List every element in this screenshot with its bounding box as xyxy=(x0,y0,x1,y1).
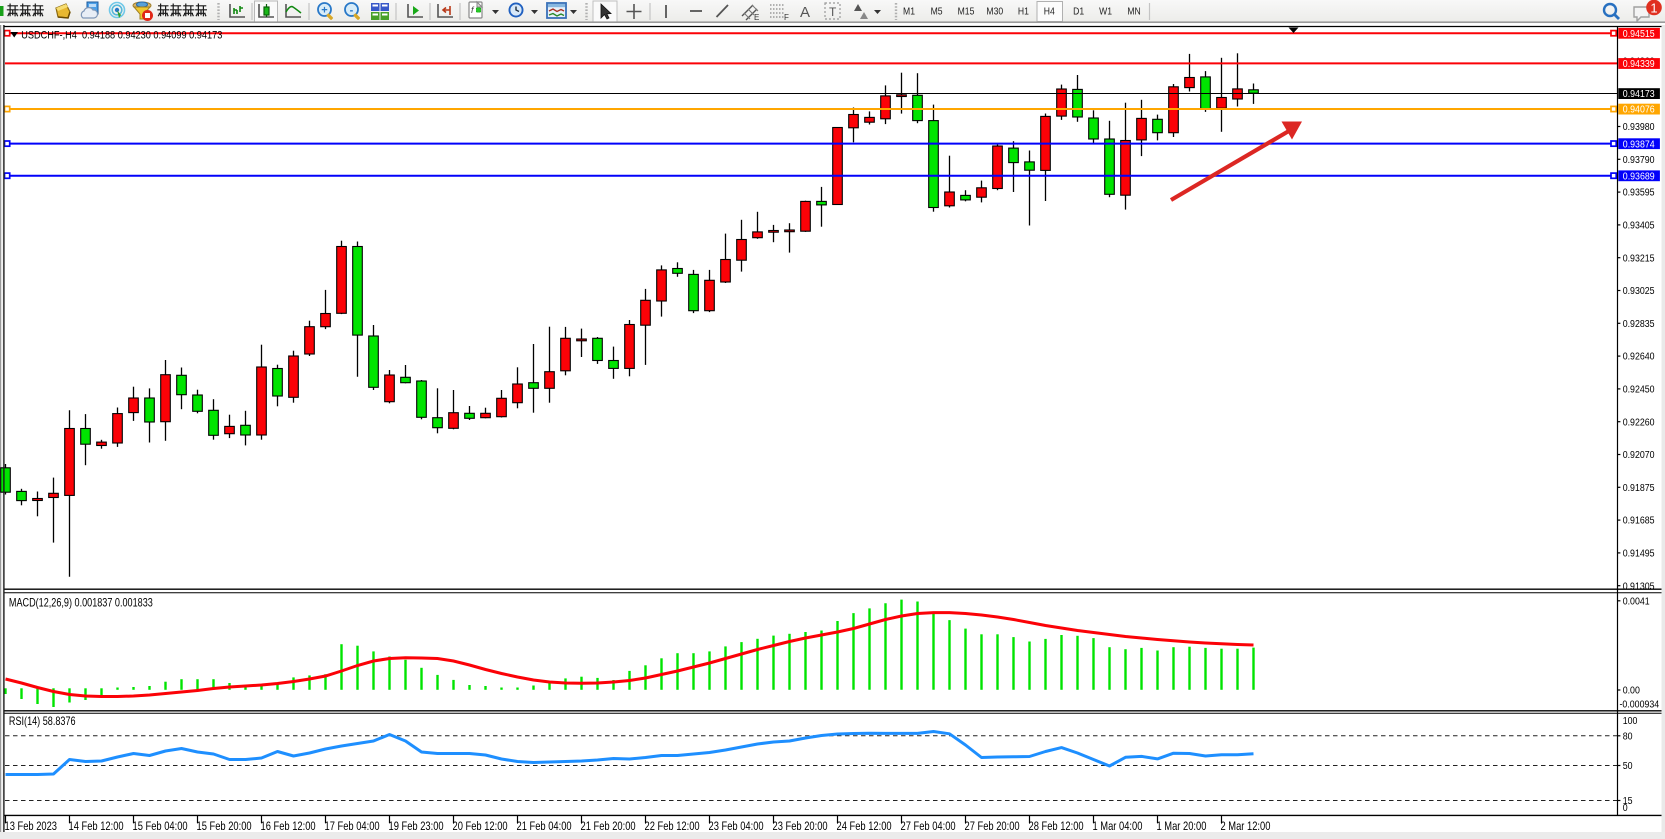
svg-text:1 Mar 20:00: 1 Mar 20:00 xyxy=(1157,820,1207,833)
svg-text:1 Mar 04:00: 1 Mar 04:00 xyxy=(1093,820,1143,833)
svg-text:M30: M30 xyxy=(986,6,1003,18)
svg-text:15: 15 xyxy=(1623,795,1633,807)
svg-text:15 Feb 04:00: 15 Feb 04:00 xyxy=(133,820,188,833)
svg-text:100: 100 xyxy=(1623,715,1638,727)
svg-text:21 Feb 20:00: 21 Feb 20:00 xyxy=(581,820,636,833)
svg-text:0.94173: 0.94173 xyxy=(1623,89,1655,101)
svg-text:23 Feb 04:00: 23 Feb 04:00 xyxy=(709,820,764,833)
svg-text:20 Feb 12:00: 20 Feb 12:00 xyxy=(453,820,508,833)
svg-text:0.92450: 0.92450 xyxy=(1623,384,1655,396)
svg-text:0.93790: 0.93790 xyxy=(1623,154,1655,166)
svg-text:0.93980: 0.93980 xyxy=(1623,121,1655,133)
svg-text:0.93405: 0.93405 xyxy=(1623,220,1655,232)
svg-text:24 Feb 12:00: 24 Feb 12:00 xyxy=(837,820,892,833)
svg-text:+: + xyxy=(321,5,327,17)
svg-text:19 Feb 23:00: 19 Feb 23:00 xyxy=(389,820,444,833)
svg-text:F: F xyxy=(784,13,789,22)
svg-text:27 Feb 20:00: 27 Feb 20:00 xyxy=(965,820,1020,833)
svg-text:14 Feb 12:00: 14 Feb 12:00 xyxy=(69,820,124,833)
svg-text:21 Feb 04:00: 21 Feb 04:00 xyxy=(517,820,572,833)
svg-text:H1: H1 xyxy=(1018,6,1029,18)
svg-text:W1: W1 xyxy=(1099,6,1112,18)
svg-text:0.93689: 0.93689 xyxy=(1623,171,1655,183)
svg-text:0.91875: 0.91875 xyxy=(1623,482,1655,494)
svg-text:0.92640: 0.92640 xyxy=(1623,351,1655,363)
svg-text:MN: MN xyxy=(1127,6,1140,18)
svg-text:A: A xyxy=(800,4,810,21)
svg-text:MACD(12,26,9) 0.001837 0.00183: MACD(12,26,9) 0.001837 0.001833 xyxy=(9,597,153,609)
svg-text:0.94515: 0.94515 xyxy=(1623,28,1655,40)
svg-text:16 Feb 12:00: 16 Feb 12:00 xyxy=(261,820,316,833)
svg-text:23 Feb 20:00: 23 Feb 20:00 xyxy=(773,820,828,833)
svg-text:22 Feb 12:00: 22 Feb 12:00 xyxy=(645,820,700,833)
svg-text:0.94076: 0.94076 xyxy=(1623,104,1655,116)
svg-text:27 Feb 04:00: 27 Feb 04:00 xyxy=(901,820,956,833)
svg-text:M5: M5 xyxy=(931,6,943,18)
svg-text:-0.000934: -0.000934 xyxy=(1620,699,1660,711)
svg-text:80: 80 xyxy=(1623,731,1633,743)
svg-text:RSI(14) 58.8376: RSI(14) 58.8376 xyxy=(9,716,76,728)
svg-text:0.92835: 0.92835 xyxy=(1623,318,1655,330)
svg-text:0.92260: 0.92260 xyxy=(1623,417,1655,429)
svg-text:M1: M1 xyxy=(903,6,915,18)
svg-text:13 Feb 2023: 13 Feb 2023 xyxy=(5,820,58,833)
svg-text:50: 50 xyxy=(1623,760,1633,772)
svg-text:0.93025: 0.93025 xyxy=(1623,285,1655,297)
svg-text:T: T xyxy=(829,5,837,19)
svg-text:-: - xyxy=(350,5,354,17)
svg-text:0.93215: 0.93215 xyxy=(1623,253,1655,265)
svg-text:15 Feb 20:00: 15 Feb 20:00 xyxy=(197,820,252,833)
svg-text:D1: D1 xyxy=(1073,6,1084,18)
svg-text:USDCHF-,H4 0.94188 0.94230 0.: USDCHF-,H4 0.94188 0.94230 0.94099 0.941… xyxy=(21,30,222,42)
svg-text:H4: H4 xyxy=(1044,6,1056,18)
svg-text:0.92070: 0.92070 xyxy=(1623,449,1655,461)
svg-text:0.91305: 0.91305 xyxy=(1623,581,1655,593)
svg-text:0.94339: 0.94339 xyxy=(1623,58,1655,70)
svg-text:0.93874: 0.93874 xyxy=(1623,139,1655,151)
svg-text:0.91685: 0.91685 xyxy=(1623,515,1655,527)
svg-text:28 Feb 12:00: 28 Feb 12:00 xyxy=(1029,820,1084,833)
svg-text:0.0041: 0.0041 xyxy=(1623,596,1650,608)
svg-text:1: 1 xyxy=(1650,0,1657,15)
svg-text:2 Mar 12:00: 2 Mar 12:00 xyxy=(1221,820,1271,833)
svg-text:0.00: 0.00 xyxy=(1623,685,1641,697)
svg-text:0.91495: 0.91495 xyxy=(1623,548,1655,560)
svg-text:E: E xyxy=(754,13,759,22)
svg-text:f: f xyxy=(471,5,475,15)
svg-text:17 Feb 04:00: 17 Feb 04:00 xyxy=(325,820,380,833)
svg-text:0: 0 xyxy=(1623,802,1628,814)
svg-text:0.93595: 0.93595 xyxy=(1623,187,1655,199)
svg-text:M15: M15 xyxy=(958,6,975,18)
